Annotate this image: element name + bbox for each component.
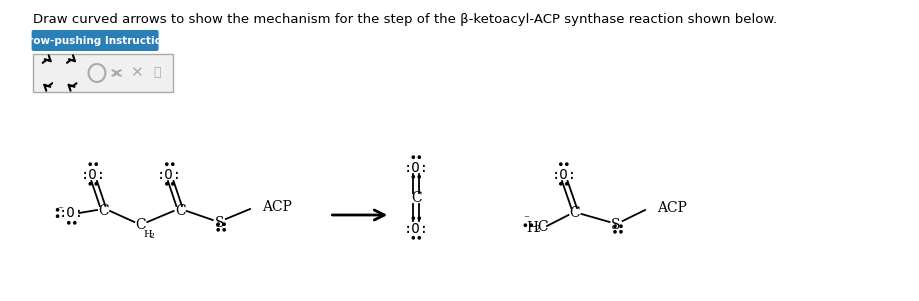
- Circle shape: [413, 217, 414, 219]
- Text: H: H: [143, 230, 153, 239]
- Text: C: C: [537, 220, 548, 234]
- Circle shape: [56, 215, 59, 217]
- Text: ⁻: ⁻: [58, 205, 63, 215]
- Text: :O:: :O:: [59, 206, 85, 220]
- Circle shape: [165, 163, 168, 166]
- Circle shape: [74, 222, 76, 224]
- Circle shape: [530, 224, 532, 226]
- Circle shape: [56, 209, 59, 211]
- Text: H: H: [526, 221, 538, 235]
- Circle shape: [89, 163, 91, 166]
- Circle shape: [217, 223, 220, 225]
- Text: 2: 2: [535, 225, 540, 234]
- Circle shape: [560, 163, 562, 166]
- Text: C: C: [570, 206, 580, 220]
- Text: 2: 2: [149, 232, 154, 240]
- FancyBboxPatch shape: [32, 54, 173, 92]
- Circle shape: [418, 175, 420, 178]
- Circle shape: [223, 223, 225, 225]
- Text: ⁻: ⁻: [524, 214, 529, 224]
- Circle shape: [614, 231, 616, 233]
- Circle shape: [418, 217, 420, 219]
- Circle shape: [413, 237, 414, 239]
- Circle shape: [89, 183, 91, 185]
- Circle shape: [95, 163, 97, 166]
- Circle shape: [560, 183, 562, 185]
- Circle shape: [524, 224, 527, 226]
- Circle shape: [566, 183, 568, 185]
- Text: ACP: ACP: [262, 200, 292, 214]
- Circle shape: [619, 231, 622, 233]
- Circle shape: [68, 222, 70, 224]
- Circle shape: [619, 225, 622, 227]
- Circle shape: [418, 156, 420, 158]
- Text: :O:: :O:: [81, 168, 106, 182]
- Circle shape: [413, 156, 414, 158]
- Text: ⬛: ⬛: [153, 67, 161, 79]
- Circle shape: [566, 163, 568, 166]
- Text: C: C: [98, 204, 108, 218]
- Circle shape: [217, 228, 220, 231]
- Circle shape: [172, 163, 174, 166]
- Circle shape: [413, 175, 414, 178]
- Text: :O:: :O:: [403, 161, 429, 175]
- Circle shape: [223, 228, 225, 231]
- Circle shape: [172, 183, 174, 185]
- Circle shape: [165, 183, 168, 185]
- Text: C: C: [175, 204, 186, 218]
- Circle shape: [95, 183, 97, 185]
- Text: C: C: [411, 191, 422, 205]
- Text: Arrow-pushing Instructions: Arrow-pushing Instructions: [15, 36, 176, 45]
- Text: Draw curved arrows to show the mechanism for the step of the β-ketoacyl-ACP synt: Draw curved arrows to show the mechanism…: [33, 13, 777, 26]
- Text: ACP: ACP: [657, 201, 687, 215]
- Circle shape: [614, 225, 616, 227]
- Text: ✕: ✕: [130, 66, 142, 80]
- Text: C: C: [135, 218, 146, 232]
- FancyBboxPatch shape: [31, 30, 159, 51]
- Text: :O:: :O:: [157, 168, 182, 182]
- Text: :O:: :O:: [403, 222, 429, 236]
- Text: S: S: [611, 218, 621, 232]
- Text: S: S: [214, 216, 224, 230]
- Text: :O:: :O:: [551, 168, 576, 182]
- Circle shape: [418, 237, 420, 239]
